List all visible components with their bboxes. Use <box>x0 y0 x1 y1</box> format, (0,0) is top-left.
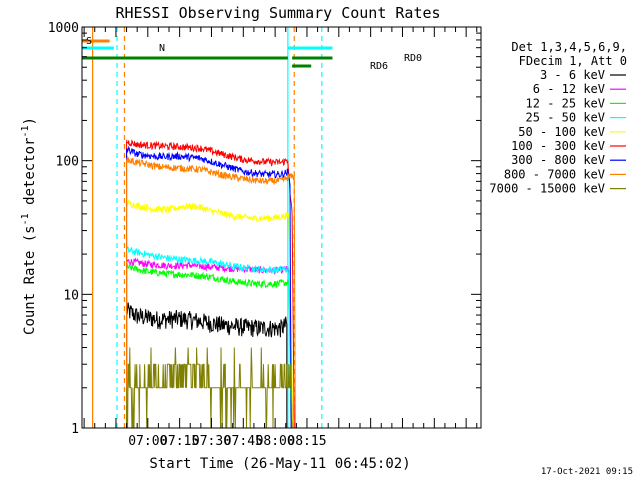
chart-title: RHESSI Observing Summary Count Rates <box>115 4 440 22</box>
legend-label-9: 7000 - 15000 keV <box>489 182 605 196</box>
series-line <box>126 139 295 429</box>
y-axis-label-part1: Count Rate (s <box>22 225 38 335</box>
y-axis-label: Count Rate (s-1 detector-1) <box>20 117 38 335</box>
series-line <box>126 198 294 429</box>
legend-label-6: 100 - 300 keV <box>511 139 605 153</box>
series-line <box>126 262 292 429</box>
plot-frame <box>81 26 482 429</box>
legend-label-2: 6 - 12 keV <box>533 82 605 96</box>
x-tick-label: 07:15 <box>160 434 199 449</box>
flag-label-rd0: RD0 <box>404 53 422 64</box>
series-line <box>126 145 292 429</box>
legend-label-3: 12 - 25 keV <box>526 96 605 110</box>
flag-label-n: N <box>159 43 165 54</box>
y-axis-label-sup1: -1 <box>20 213 31 225</box>
y-axis-label-sup2: -1 <box>20 125 31 137</box>
x-axis-label: Start Time (26-May-11 06:45:02) <box>149 456 410 472</box>
legend: Det 1,3,4,5,6,9, FDecim 1, Att 0 3 - 6 k… <box>489 40 627 196</box>
y-tick-label: 100 <box>56 155 79 170</box>
series-line <box>126 246 292 429</box>
footer-timestamp: 17-Oct-2021 09:15 <box>541 467 633 477</box>
legend-label-1: 3 - 6 keV <box>540 68 605 82</box>
legend-label-8: 800 - 7000 keV <box>504 167 605 181</box>
y-axis-label-part3: ) <box>22 117 38 125</box>
x-tick-label: 07:30 <box>192 434 231 449</box>
flag-label-s: S <box>86 36 92 47</box>
legend-header-line-2: FDecim 1, Att 0 <box>519 54 627 68</box>
x-tick-label: 08:15 <box>287 434 326 449</box>
series-line <box>126 347 293 429</box>
series-line <box>126 257 294 429</box>
x-tick-label: 07:00 <box>128 434 167 449</box>
flag-label-rd6: RD6 <box>370 61 388 72</box>
y-tick-label: 1000 <box>48 21 79 36</box>
legend-header-line-1: Det 1,3,4,5,6,9, <box>511 40 627 54</box>
y-axis-label-part2: detector <box>22 138 38 214</box>
x-tick-label: 07:45 <box>224 434 263 449</box>
y-tick-label: 10 <box>63 288 79 303</box>
legend-label-7: 300 - 800 keV <box>511 153 605 167</box>
legend-label-4: 25 - 50 keV <box>526 111 605 125</box>
legend-label-5: 50 - 100 keV <box>518 125 605 139</box>
x-tick-label: 08:00 <box>256 434 295 449</box>
series-800-7000-kev <box>126 156 296 429</box>
plot-area: S N RD0 RD6 <box>82 27 422 429</box>
series-line <box>126 302 288 428</box>
series-line <box>126 156 296 429</box>
y-tick-label: 1 <box>71 422 79 437</box>
